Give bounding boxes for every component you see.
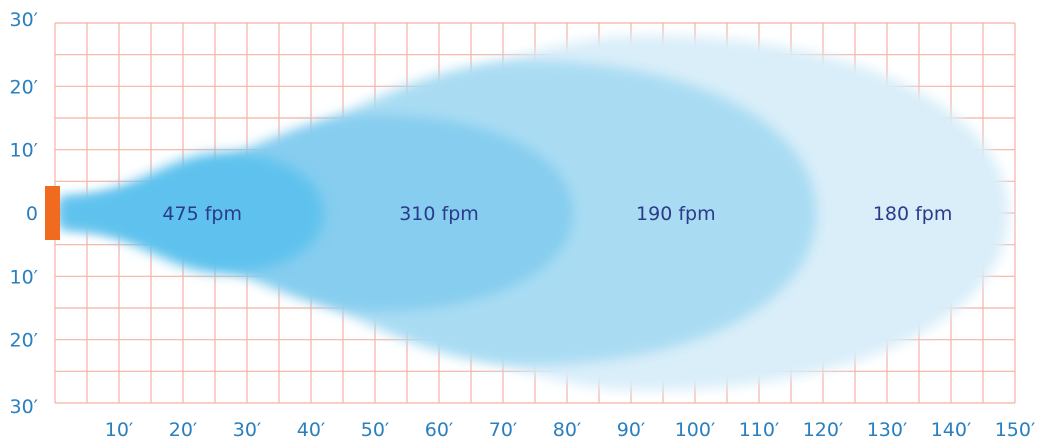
- air-source: [45, 186, 60, 240]
- zone-labels: 180 fpm 190 fpm 310 fpm 475 fpm: [162, 203, 952, 225]
- y-tick-label: 0: [26, 203, 38, 225]
- y-tick-label: 20′: [10, 330, 39, 352]
- zone-475-fpm: [61, 152, 324, 274]
- x-tick-label: 70′: [489, 419, 518, 441]
- y-tick-label: 20′: [10, 76, 39, 98]
- x-tick-label: 10′: [105, 419, 134, 441]
- x-tick-label: 100′: [675, 419, 716, 441]
- x-tick-label: 120′: [803, 419, 844, 441]
- x-tick-label: 50′: [361, 419, 390, 441]
- zone-label: 180 fpm: [873, 203, 953, 225]
- x-tick-label: 140′: [931, 419, 972, 441]
- x-tick-label: 110′: [739, 419, 780, 441]
- x-axis-ticks: 10′ 20′ 30′ 40′ 50′ 60′ 70′ 80′ 90′ 100′ 110′ 120′ 1…: [105, 419, 1036, 441]
- zone-label: 190 fpm: [636, 203, 716, 225]
- zone-label: 475 fpm: [162, 203, 242, 225]
- zone-label: 310 fpm: [399, 203, 479, 225]
- x-tick-label: 130′: [867, 419, 908, 441]
- x-tick-label: 40′: [297, 419, 326, 441]
- x-tick-label: 150′: [995, 419, 1036, 441]
- y-tick-label: 10′: [10, 266, 39, 288]
- y-tick-label: 30′: [10, 9, 39, 31]
- x-tick-label: 90′: [617, 419, 646, 441]
- x-tick-label: 60′: [425, 419, 454, 441]
- air-curtain-source: [45, 186, 60, 240]
- y-axis-ticks: 30′ 20′ 10′ 0 10′ 20′ 30′: [10, 9, 39, 418]
- throw-zones: [61, 35, 1009, 391]
- y-tick-label: 30′: [10, 396, 39, 418]
- x-tick-label: 80′: [553, 419, 582, 441]
- y-tick-label: 10′: [10, 140, 39, 162]
- x-tick-label: 20′: [169, 419, 198, 441]
- x-tick-label: 30′: [233, 419, 262, 441]
